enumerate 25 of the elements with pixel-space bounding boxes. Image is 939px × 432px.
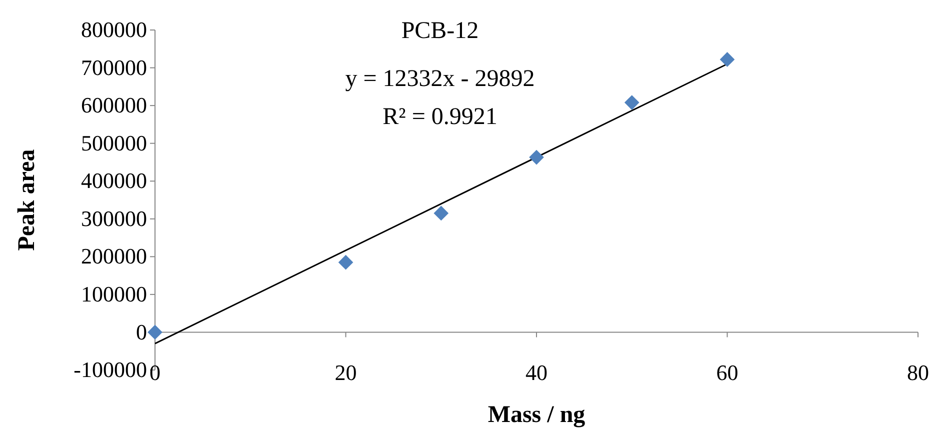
- point: [624, 95, 640, 110]
- point: [148, 324, 162, 340]
- x-tick-label: 20: [334, 360, 357, 385]
- y-tick-label: 500000: [81, 130, 147, 156]
- y-tick-label: 800000: [81, 17, 147, 42]
- y-tick-label: 600000: [81, 92, 147, 118]
- annotation: y = 12332x - 29892: [345, 66, 535, 92]
- y-tick-label: -100000: [74, 357, 147, 382]
- y-tick-label: 200000: [81, 244, 147, 269]
- point: [529, 150, 544, 165]
- x-tick-label: 60: [716, 360, 738, 385]
- point: [338, 254, 354, 270]
- annotation: R² = 0.9921: [382, 104, 498, 130]
- point: [434, 206, 449, 221]
- y-tick-label: 100000: [81, 281, 147, 306]
- x-tick-label: 80: [907, 360, 929, 385]
- x-tick-label: 40: [526, 360, 548, 385]
- y-tick-label: 0: [136, 319, 147, 344]
- y-tick-label: 300000: [81, 206, 147, 231]
- y-tick-label: 400000: [81, 168, 147, 194]
- chart-title: PCB-12: [401, 18, 479, 44]
- y-axis-title: Peak area: [14, 149, 40, 251]
- x-axis-title: Mass / ng: [488, 402, 586, 428]
- y-tick-label: 700000: [81, 54, 147, 80]
- point: [720, 52, 735, 67]
